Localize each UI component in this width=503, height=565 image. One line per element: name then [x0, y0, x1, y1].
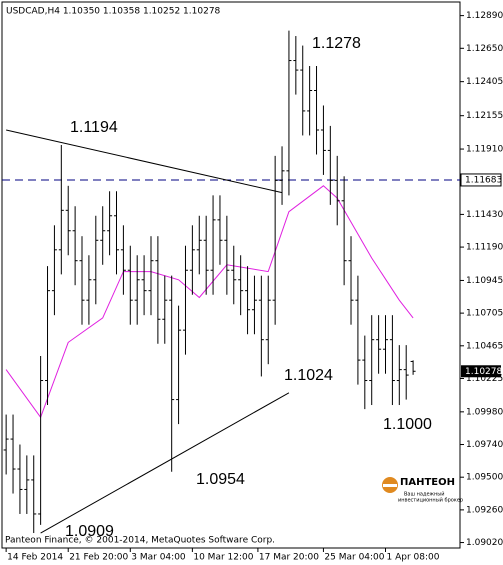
price-annotation: 1.0954 — [196, 471, 245, 488]
trendline — [6, 129, 283, 194]
y-tick-label: 1.10225 — [466, 374, 503, 384]
y-tick-label: 1.09500 — [466, 473, 503, 483]
logo-tagline: Ваш надежный — [404, 491, 445, 498]
chart-title: USDCAD,H4 1.10350 1.10358 1.10252 1.1027… — [6, 7, 221, 17]
price-annotation: 1.0909 — [65, 523, 114, 540]
plot-frame — [1, 1, 461, 549]
trendline — [40, 392, 290, 534]
y-tick-label: 1.12155 — [466, 111, 503, 121]
y-tick-label: 1.09020 — [466, 538, 503, 548]
price-annotation: 1.1194 — [70, 119, 118, 136]
x-tick-label: 3 Mar 04:00 — [131, 553, 186, 563]
y-tick-label: 1.11190 — [466, 243, 503, 253]
y-tick-label: 1.10465 — [466, 341, 503, 351]
y-tick-label: 1.12890 — [466, 11, 503, 21]
logo-tagline: инвестиционный брокер — [398, 497, 463, 504]
x-tick-label: 10 Mar 12:00 — [193, 553, 253, 563]
price-annotation: 1.1024 — [284, 367, 333, 384]
x-tick-label: 21 Feb 20:00 — [69, 553, 128, 563]
level-tag-label: 1.11683 — [465, 175, 502, 185]
footer: Panteon Finance, © 2001-2014, MetaQuotes… — [5, 536, 275, 546]
logo-name: ПАНТЕОН — [400, 477, 455, 488]
price-tag-label: 1.10278 — [465, 367, 502, 377]
logo-icon-bar — [383, 484, 397, 487]
price-annotation: 1.1278 — [312, 35, 361, 52]
y-tick-label: 1.10945 — [466, 276, 503, 286]
y-tick-label: 1.10705 — [466, 309, 503, 319]
y-tick-label: 1.12650 — [466, 44, 503, 54]
level-tag — [460, 173, 502, 187]
y-tick-label: 1.09980 — [466, 407, 503, 417]
price-annotation: 1.1000 — [383, 416, 432, 433]
x-tick-label: 17 Mar 20:00 — [259, 553, 319, 563]
y-tick-label: 1.11430 — [466, 210, 503, 220]
x-tick-label: 1 Apr 08:00 — [387, 553, 440, 563]
y-tick-label: 1.09740 — [466, 440, 503, 450]
x-tick-label: 14 Feb 2014 — [7, 553, 63, 563]
y-tick-label: 1.09260 — [466, 505, 503, 515]
logo: ПАНТЕОН Ваш надежный инвестиционный брок… — [382, 477, 463, 504]
price-tag — [461, 365, 501, 378]
y-tick-label: 1.12405 — [466, 77, 503, 87]
x-tick-label: 25 Mar 04:00 — [324, 553, 384, 563]
y-tick-label: 1.11910 — [466, 145, 503, 155]
